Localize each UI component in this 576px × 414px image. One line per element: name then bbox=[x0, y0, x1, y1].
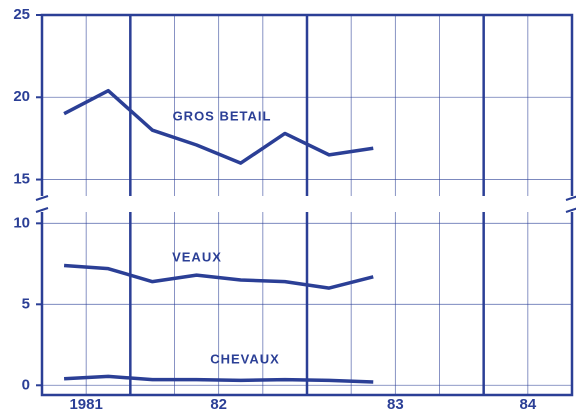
y-tick-label: 20 bbox=[13, 88, 30, 105]
axis-break bbox=[35, 195, 49, 213]
line bbox=[63, 88, 374, 165]
x-tick-label: 84 bbox=[519, 396, 536, 413]
frame bbox=[40, 13, 574, 196]
frame bbox=[40, 212, 574, 397]
series-label: GROS BETAIL bbox=[173, 108, 272, 123]
y-tick-label: 15 bbox=[13, 171, 30, 188]
x-tick-label: 83 bbox=[387, 396, 404, 413]
line bbox=[63, 263, 374, 290]
x-tick-label: 82 bbox=[210, 396, 227, 413]
y-tick-label: 5 bbox=[22, 295, 30, 312]
x-tick-label: 1981 bbox=[69, 396, 102, 413]
series-label: CHEVAUX bbox=[210, 351, 280, 366]
y-tick-label: 0 bbox=[22, 376, 30, 393]
series-label: VEAUX bbox=[172, 249, 222, 264]
axis-break bbox=[565, 195, 576, 213]
line bbox=[63, 374, 374, 384]
y-tick-label: 10 bbox=[13, 214, 30, 231]
y-tick-label: 25 bbox=[13, 6, 30, 23]
